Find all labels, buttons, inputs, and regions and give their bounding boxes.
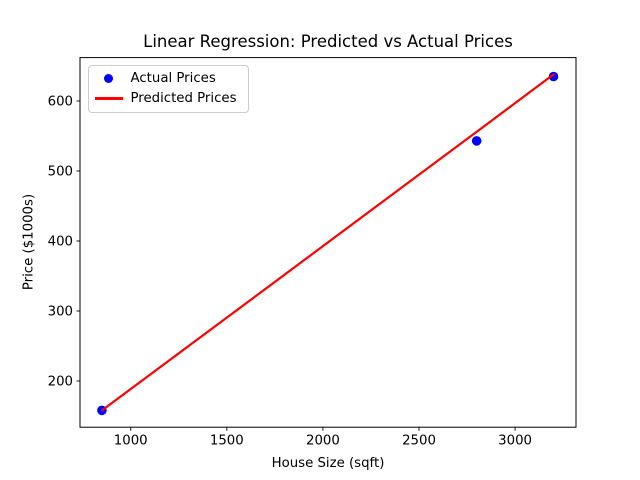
- line-marker-icon: [94, 97, 123, 100]
- legend-label: Predicted Prices: [130, 91, 237, 106]
- y-tick-label: 600: [48, 95, 73, 110]
- data-point: [548, 71, 559, 82]
- y-axis-label: Price ($1000s): [21, 193, 37, 291]
- legend-item: Predicted Prices: [94, 89, 242, 109]
- legend: Actual Prices Predicted Prices: [87, 64, 249, 113]
- legend-label: Actual Prices: [130, 71, 216, 86]
- legend-item: Actual Prices: [95, 69, 242, 89]
- x-tick-label: 1000: [114, 434, 148, 449]
- dot-marker-icon: [103, 73, 114, 84]
- y-tick-label: 500: [48, 165, 73, 180]
- data-point: [471, 136, 482, 146]
- regression-line: [100, 73, 555, 412]
- x-tick-label: 1500: [210, 434, 244, 449]
- x-tick-label: 2000: [306, 434, 340, 449]
- x-tick-label: 2500: [402, 434, 436, 449]
- axes-frame: [79, 57, 577, 428]
- chart-title: Linear Regression: Predicted vs Actual P…: [143, 32, 513, 51]
- y-tick-label: 200: [48, 375, 73, 390]
- y-tick-label: 400: [48, 235, 73, 250]
- x-tick-label: 3000: [498, 434, 532, 449]
- y-tick-label: 300: [48, 305, 73, 320]
- legend-handle: [94, 97, 123, 100]
- x-axis-label: House Size (sqft): [271, 456, 385, 471]
- legend-handle: [95, 73, 123, 84]
